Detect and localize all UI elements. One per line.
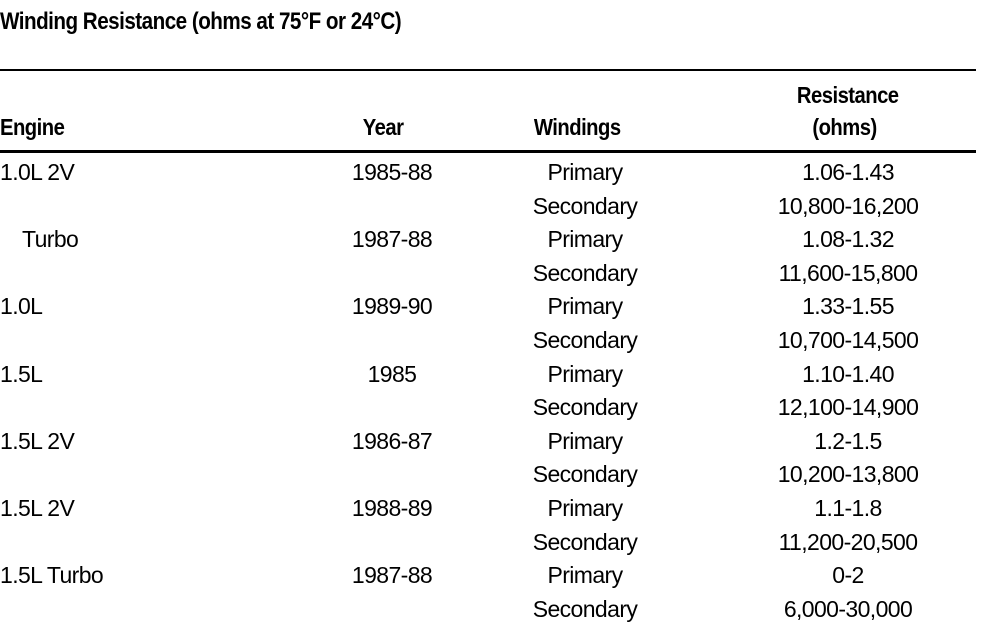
cell-resistance: 10,800-16,200 xyxy=(777,192,919,219)
cell-windings: Secondary xyxy=(532,259,638,286)
cell-windings: Primary xyxy=(547,360,623,387)
header-year: Year xyxy=(362,114,404,140)
cell-year: 1985-88 xyxy=(351,159,433,185)
cell-engine: 1.0L 2V xyxy=(0,159,75,185)
cell-engine: 1.5L 2V xyxy=(0,495,75,521)
cell-windings: Primary xyxy=(547,495,623,521)
cell-year: 1989-90 xyxy=(351,293,433,320)
table-row: Secondary 11,200-20,500 xyxy=(0,529,976,562)
header-windings: Windings xyxy=(533,114,621,140)
cell-resistance: 1.08-1.32 xyxy=(802,226,894,253)
cell-engine: 1.5L 2V xyxy=(0,427,75,454)
cell-windings: Primary xyxy=(547,226,623,253)
header-resistance: Resistance xyxy=(796,82,899,108)
cell-year: 1987-88 xyxy=(351,562,433,589)
table-title: Winding Resistance (ohms at 75°F or 24°C… xyxy=(0,8,402,35)
cropped-heading-fragment xyxy=(0,0,260,4)
table-row: Secondary 12,100-14,900 xyxy=(0,394,976,427)
top-rule xyxy=(0,69,976,71)
cell-resistance: 1.2-1.5 xyxy=(814,427,882,454)
table-row: Secondary 11,600-15,800 xyxy=(0,260,976,293)
cell-engine: Turbo xyxy=(22,226,79,253)
cell-resistance: 12,100-14,900 xyxy=(777,394,919,421)
cell-windings: Secondary xyxy=(532,327,638,353)
cell-resistance: 11,200-20,500 xyxy=(778,528,918,555)
table-row: 1.5L 2V 1988-89 Primary 1.1-1.8 xyxy=(0,495,976,528)
cell-year: 1988-89 xyxy=(351,495,433,521)
cell-resistance: 1.1-1.8 xyxy=(814,495,882,521)
cell-resistance: 0-2 xyxy=(832,562,864,589)
cell-year: 1987-88 xyxy=(351,226,433,253)
cell-resistance: 11,600-15,800 xyxy=(778,259,918,286)
cell-engine: 1.5L xyxy=(0,360,43,387)
table-row: 1.5L 1985 Primary 1.10-1.40 xyxy=(0,361,976,394)
table-row: 1.5L Turbo 1987-88 Primary 0-2 xyxy=(0,562,976,595)
cell-resistance: 10,700-14,500 xyxy=(777,327,919,353)
cell-windings: Secondary xyxy=(532,528,638,555)
table-row: 1.5L 2V 1986-87 Primary 1.2-1.5 xyxy=(0,428,976,461)
header-rule xyxy=(0,150,976,153)
cell-windings: Primary xyxy=(547,562,623,589)
header-engine: Engine xyxy=(0,114,65,140)
cell-windings: Secondary xyxy=(532,192,638,219)
cell-resistance: 6,000-30,000 xyxy=(783,595,913,622)
cell-engine: 1.5L Turbo xyxy=(0,562,104,589)
cell-windings: Primary xyxy=(547,427,623,454)
cell-resistance: 1.06-1.43 xyxy=(802,159,894,185)
cell-windings: Secondary xyxy=(532,595,638,622)
table-row: Secondary 10,200-13,800 xyxy=(0,461,976,494)
header-resistance-unit: (ohms) xyxy=(812,114,877,140)
table-row: Turbo 1987-88 Primary 1.08-1.32 xyxy=(0,226,976,259)
table-row: Secondary 10,800-16,200 xyxy=(0,193,976,226)
table-row: Secondary 10,700-14,500 xyxy=(0,327,976,360)
cell-year: 1985 xyxy=(367,360,417,387)
table-row: Secondary 6,000-30,000 xyxy=(0,596,976,629)
cell-year: 1986-87 xyxy=(351,427,433,454)
cell-resistance: 10,200-13,800 xyxy=(777,461,919,488)
cell-windings: Primary xyxy=(547,159,623,185)
cell-windings: Secondary xyxy=(532,394,638,421)
cell-resistance: 1.10-1.40 xyxy=(802,360,894,387)
cell-windings: Secondary xyxy=(532,461,638,488)
cell-engine: 1.0L xyxy=(0,293,43,320)
table-row: 1.0L 1989-90 Primary 1.33-1.55 xyxy=(0,293,976,326)
cell-windings: Primary xyxy=(547,293,623,320)
table-row: 1.0L 2V 1985-88 Primary 1.06-1.43 xyxy=(0,159,976,192)
cell-resistance: 1.33-1.55 xyxy=(802,293,894,320)
